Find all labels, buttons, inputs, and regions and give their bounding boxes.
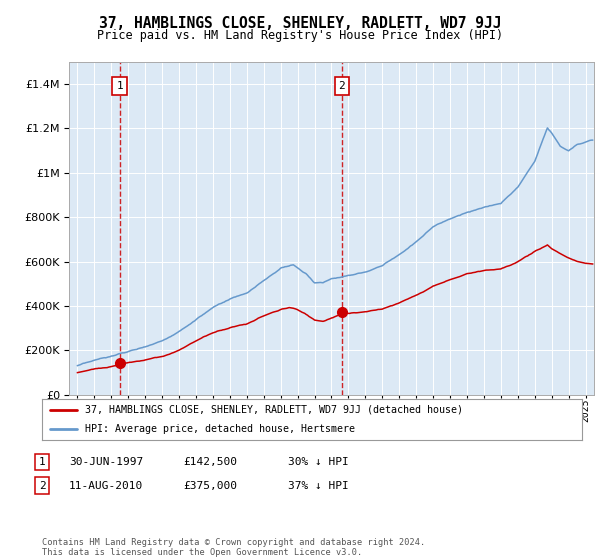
Text: 37% ↓ HPI: 37% ↓ HPI bbox=[288, 480, 349, 491]
Text: HPI: Average price, detached house, Hertsmere: HPI: Average price, detached house, Hert… bbox=[85, 424, 355, 434]
Text: 2: 2 bbox=[338, 81, 345, 91]
Text: 11-AUG-2010: 11-AUG-2010 bbox=[69, 480, 143, 491]
Text: £375,000: £375,000 bbox=[183, 480, 237, 491]
Text: Contains HM Land Registry data © Crown copyright and database right 2024.
This d: Contains HM Land Registry data © Crown c… bbox=[42, 538, 425, 557]
Text: Price paid vs. HM Land Registry's House Price Index (HPI): Price paid vs. HM Land Registry's House … bbox=[97, 29, 503, 42]
Text: £142,500: £142,500 bbox=[183, 457, 237, 467]
Text: 2: 2 bbox=[38, 480, 46, 491]
Text: 37, HAMBLINGS CLOSE, SHENLEY, RADLETT, WD7 9JJ (detached house): 37, HAMBLINGS CLOSE, SHENLEY, RADLETT, W… bbox=[85, 405, 463, 415]
Text: 30% ↓ HPI: 30% ↓ HPI bbox=[288, 457, 349, 467]
Text: 37, HAMBLINGS CLOSE, SHENLEY, RADLETT, WD7 9JJ: 37, HAMBLINGS CLOSE, SHENLEY, RADLETT, W… bbox=[99, 16, 501, 31]
Text: 1: 1 bbox=[116, 81, 123, 91]
Text: 1: 1 bbox=[38, 457, 46, 467]
Text: 30-JUN-1997: 30-JUN-1997 bbox=[69, 457, 143, 467]
